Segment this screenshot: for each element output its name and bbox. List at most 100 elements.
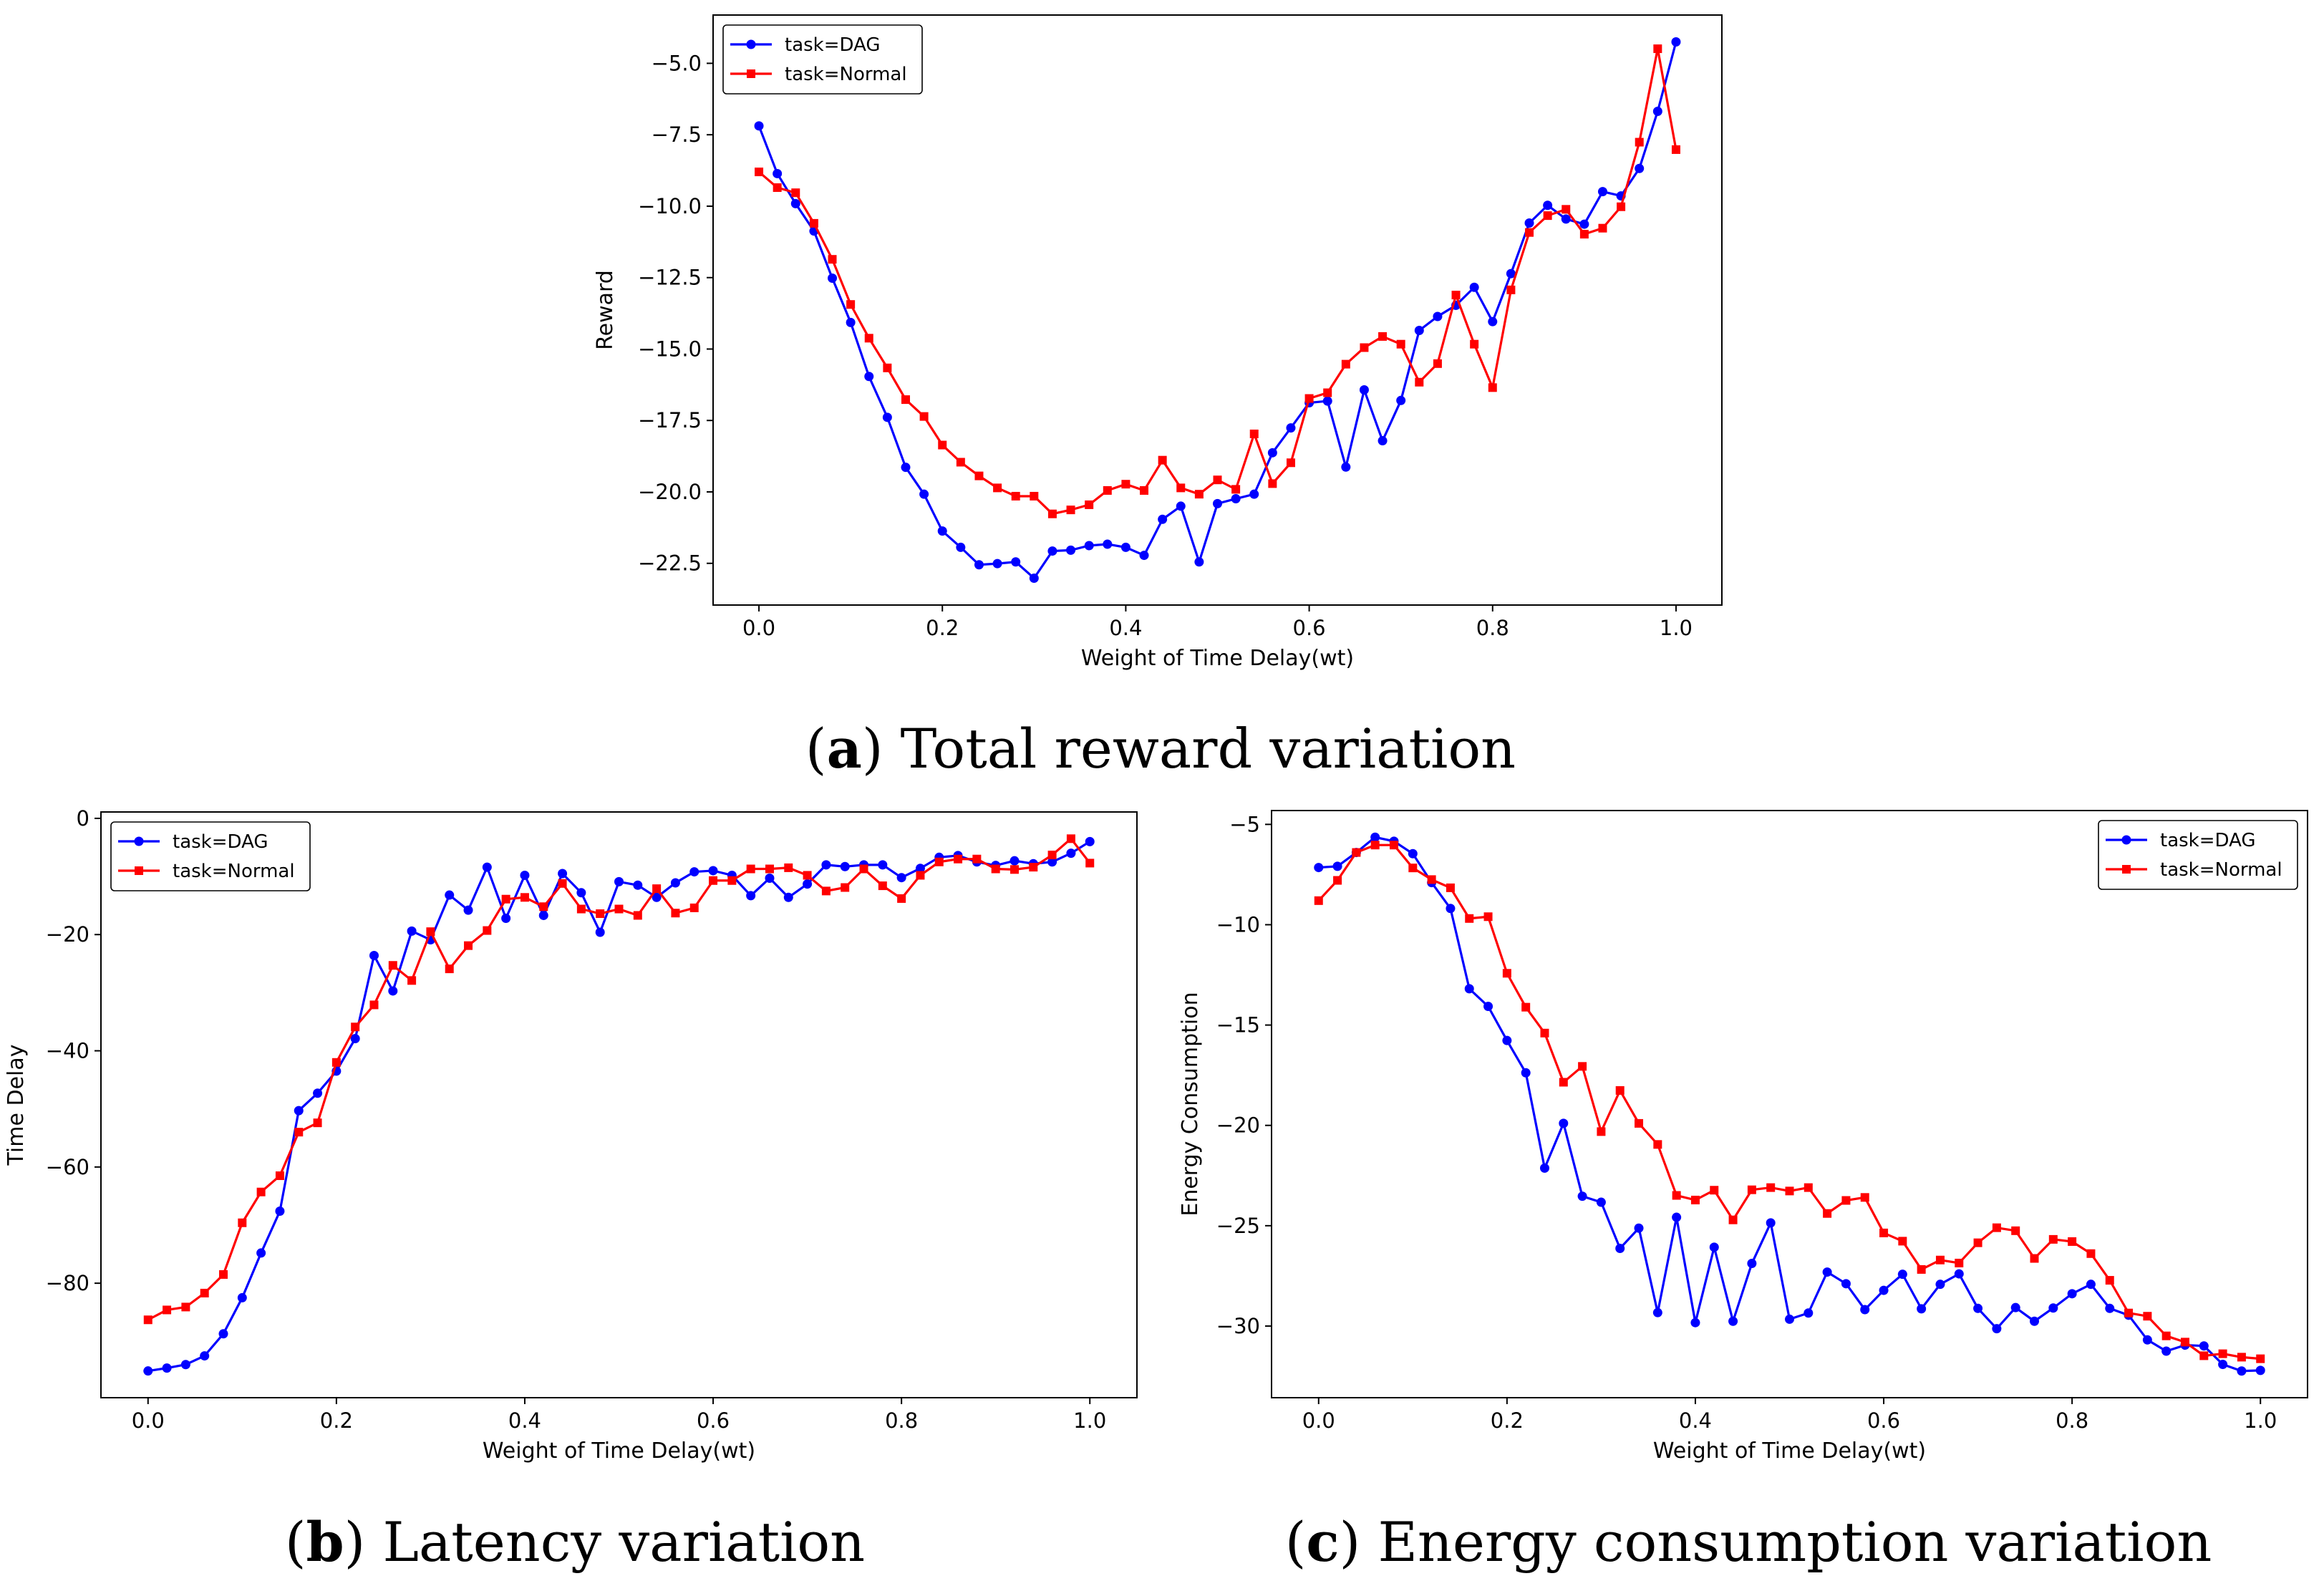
data-point: [1747, 1259, 1757, 1269]
data-point: [1615, 1085, 1625, 1095]
data-point: [1213, 498, 1222, 508]
legend-marker: [134, 836, 144, 846]
data-point: [1577, 1191, 1587, 1201]
data-point: [1268, 479, 1277, 488]
data-point: [1390, 841, 1399, 850]
data-point: [1596, 1197, 1606, 1207]
data-point: [1709, 1242, 1719, 1252]
data-point: [520, 893, 529, 902]
data-point: [1047, 851, 1057, 860]
data-point: [331, 1058, 341, 1067]
data-point: [864, 334, 873, 343]
data-point: [464, 941, 473, 950]
data-point: [1084, 541, 1094, 551]
caption-text: Total reward variation: [883, 717, 1516, 780]
data-point: [1341, 462, 1351, 472]
data-point: [790, 198, 800, 208]
data-point: [1085, 500, 1094, 509]
data-point: [1954, 1269, 1964, 1279]
legend-frame: [722, 24, 923, 95]
data-point: [1635, 137, 1644, 147]
data-point: [671, 909, 680, 918]
x-tick-label: 0.4: [508, 1408, 541, 1433]
data-point: [773, 183, 782, 193]
data-point: [1973, 1303, 1983, 1313]
data-point: [1103, 539, 1113, 549]
data-point: [1378, 332, 1388, 341]
data-point: [1543, 211, 1552, 221]
data-point: [1860, 1305, 1870, 1315]
data-point: [313, 1088, 323, 1098]
data-point: [1231, 494, 1241, 504]
data-point: [1323, 388, 1332, 397]
caption-text: Latency variation: [365, 1510, 865, 1574]
data-point: [1710, 1186, 1719, 1195]
data-point: [1579, 219, 1589, 229]
data-point: [1766, 1218, 1776, 1228]
data-point: [897, 894, 906, 903]
data-point: [1469, 282, 1479, 292]
data-point: [2237, 1353, 2246, 1362]
data-point: [275, 1171, 284, 1181]
data-point: [445, 964, 454, 974]
y-tick-label: −15.0: [638, 337, 702, 361]
data-point: [1671, 37, 1681, 47]
data-point: [1785, 1186, 1794, 1196]
data-point: [1860, 1193, 1869, 1202]
data-point: [864, 372, 874, 382]
series-task-normal: [755, 44, 1680, 518]
data-point: [2010, 1302, 2020, 1312]
data-point: [1841, 1279, 1851, 1289]
data-point: [938, 440, 947, 450]
data-point: [1917, 1304, 1927, 1314]
data-point: [652, 892, 662, 902]
data-point: [1935, 1280, 1945, 1290]
data-point: [596, 909, 605, 919]
data-point: [882, 412, 892, 422]
data-point: [1085, 836, 1095, 846]
data-point: [1672, 1212, 1682, 1222]
x-tick-label: 0.4: [1109, 616, 1142, 640]
legend-marker: [746, 39, 756, 49]
data-point: [1464, 984, 1474, 994]
data-point: [1579, 230, 1589, 239]
data-point: [482, 862, 492, 872]
x-tick-label: 0.2: [320, 1408, 353, 1433]
data-point: [1597, 187, 1607, 197]
data-point: [614, 904, 624, 914]
data-point: [1433, 311, 1443, 321]
x-tick-label: 0.0: [132, 1408, 165, 1433]
data-point: [1103, 485, 1112, 495]
data-point: [1359, 385, 1369, 395]
data-point: [993, 483, 1002, 493]
plot-area: [100, 811, 1138, 1398]
subfigure-caption: (c) Energy consumption variation: [1285, 1510, 2212, 1574]
data-point: [754, 121, 764, 131]
legend-label: task=DAG: [2160, 830, 2256, 851]
data-point: [746, 891, 756, 901]
data-point: [1822, 1267, 1832, 1277]
caption-letter: c: [1306, 1510, 1339, 1574]
x-tick-label: 0.6: [1867, 1408, 1900, 1433]
caption-text: Energy consumption variation: [1360, 1510, 2212, 1574]
data-point: [1766, 1183, 1776, 1192]
data-point: [1408, 864, 1418, 873]
data-point: [143, 1315, 152, 1325]
data-point: [1502, 969, 1511, 978]
y-tick-label: −20: [1216, 1113, 1260, 1138]
data-point: [2124, 1308, 2134, 1317]
data-point: [576, 888, 586, 898]
data-point: [1992, 1324, 2002, 1334]
data-point: [1396, 395, 1406, 405]
data-point: [1803, 1183, 1813, 1192]
data-point: [1483, 912, 1493, 922]
data-point: [1158, 455, 1167, 465]
data-point: [1249, 429, 1259, 438]
data-point: [803, 879, 813, 889]
data-point: [1066, 545, 1076, 555]
data-point: [1879, 1285, 1889, 1295]
data-point: [1446, 904, 1456, 914]
data-point: [2048, 1303, 2058, 1313]
data-point: [883, 363, 892, 372]
y-tick-label: −17.5: [638, 408, 702, 432]
